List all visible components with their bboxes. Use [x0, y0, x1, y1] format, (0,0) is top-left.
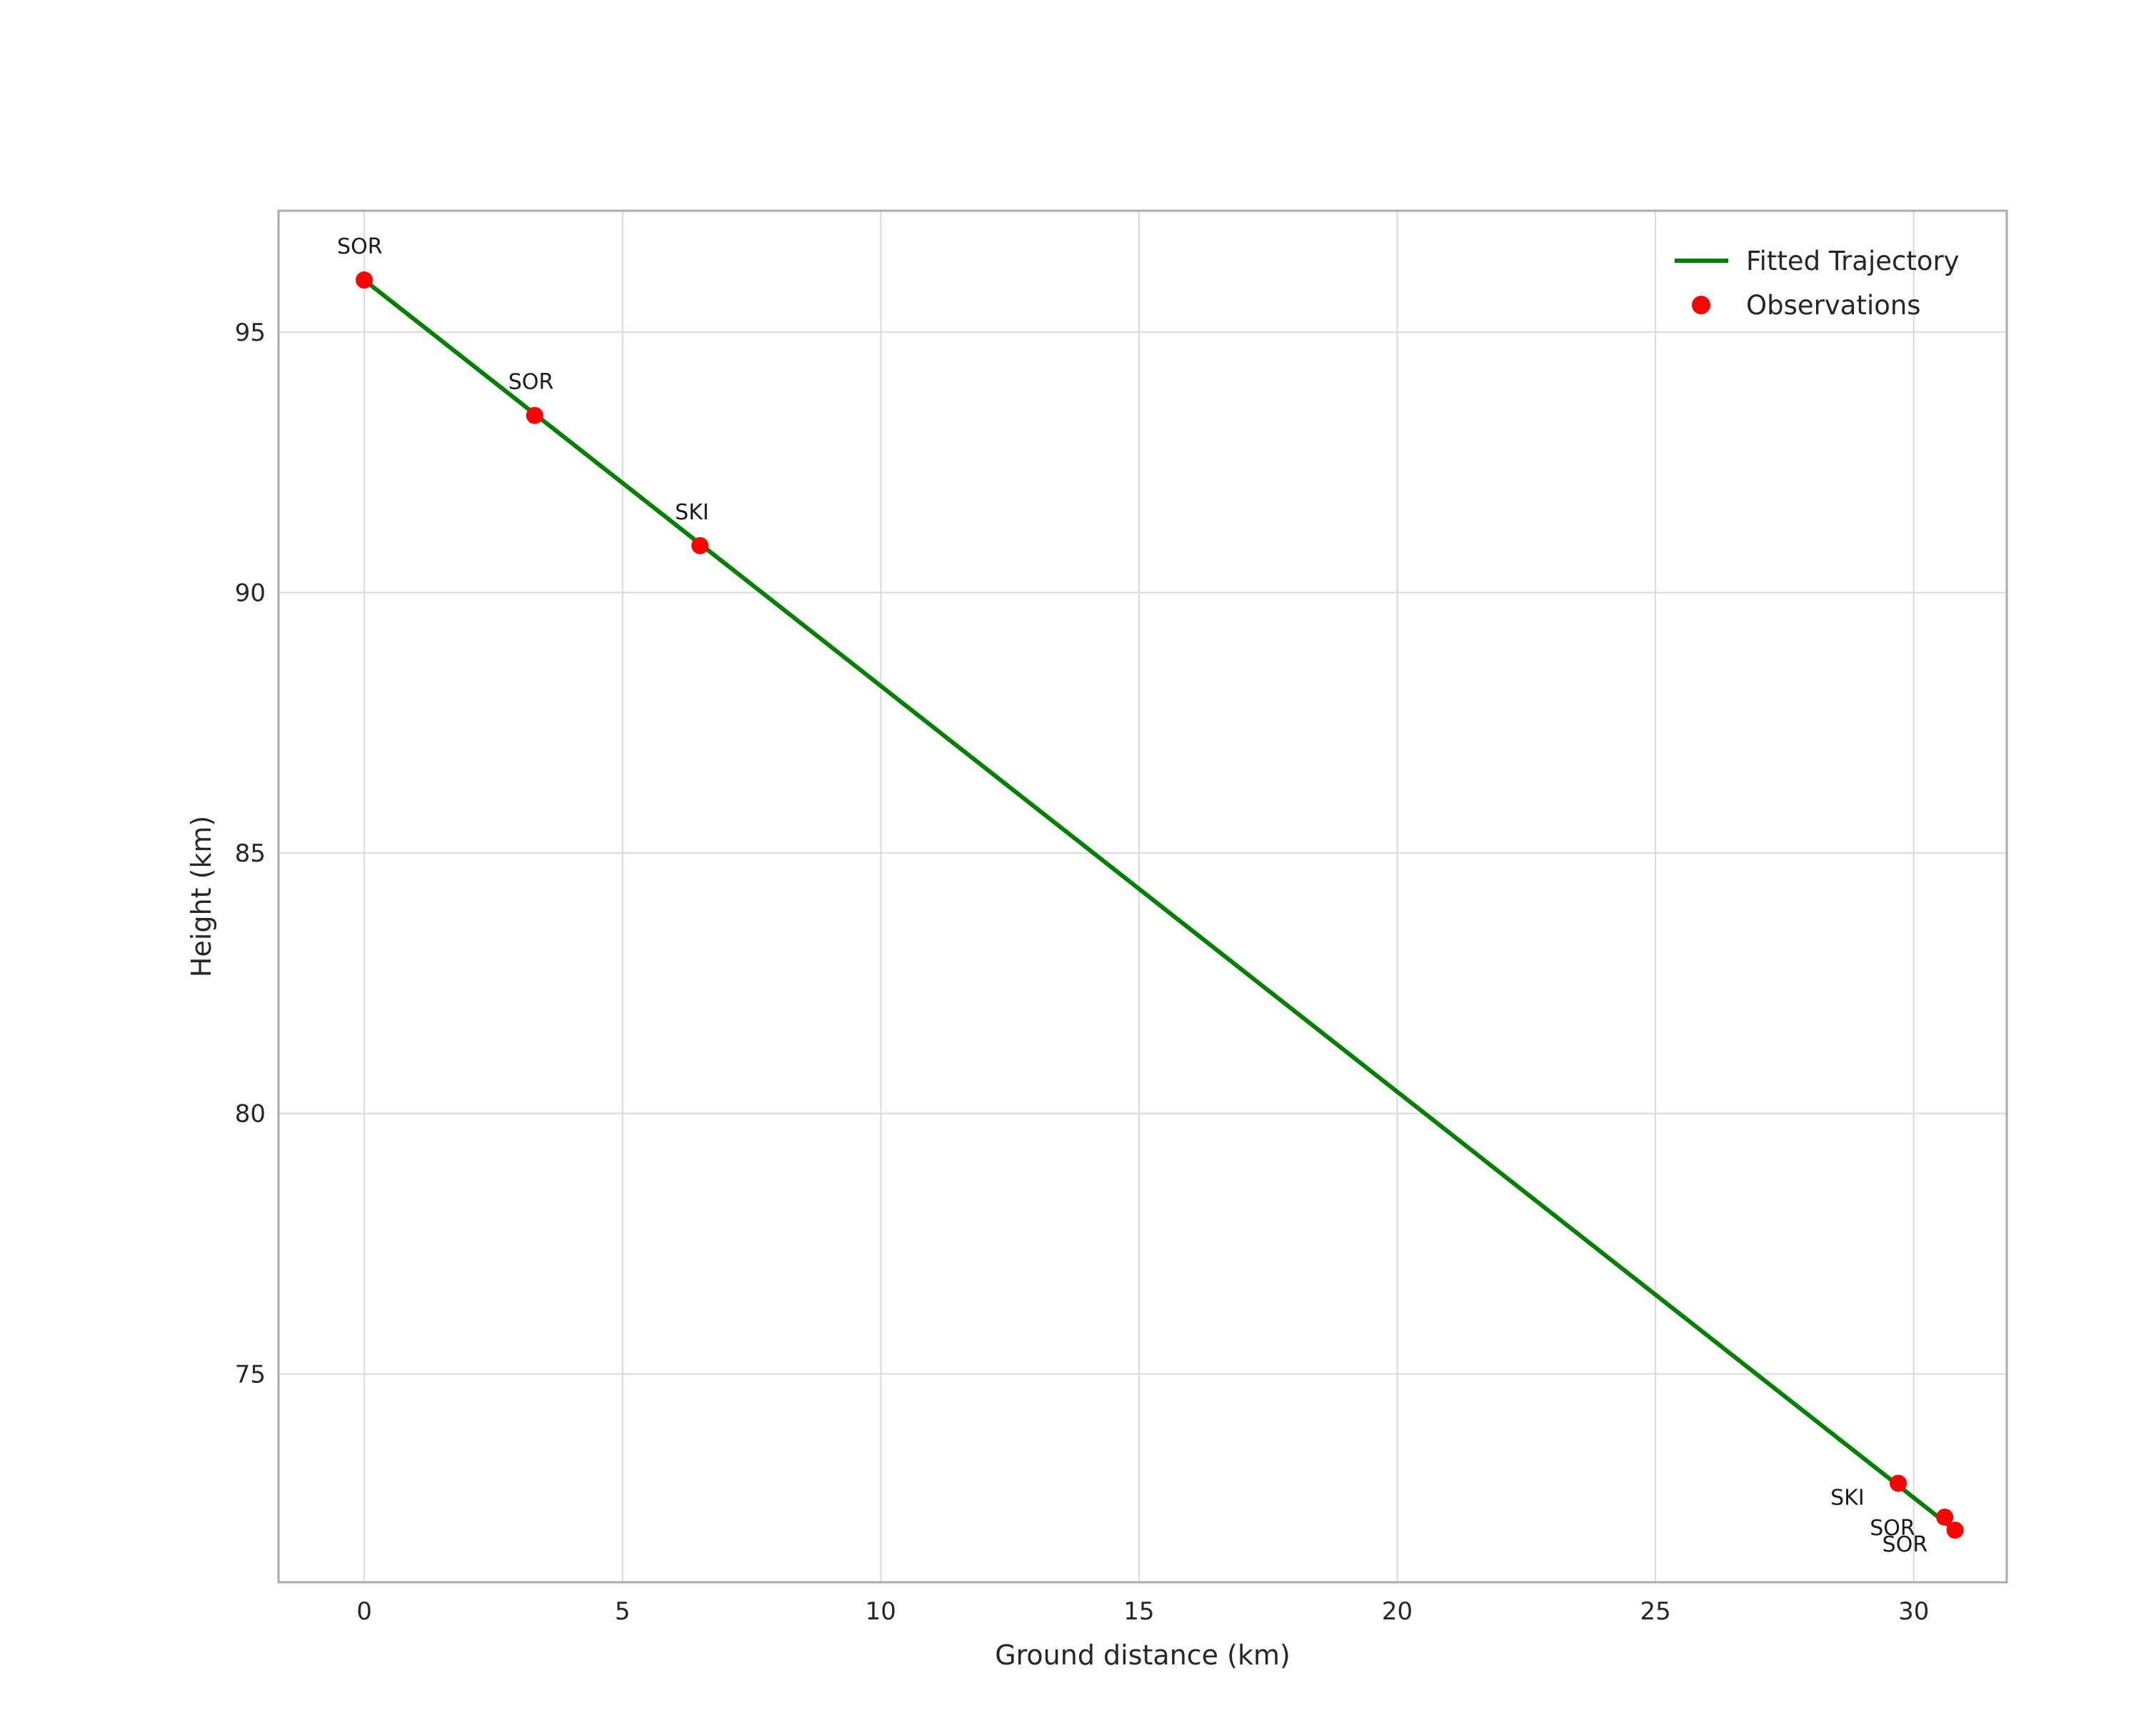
observation-point [1890, 1474, 1907, 1492]
x-tick-label: 30 [1898, 1597, 1929, 1626]
point-annotation: SOR [337, 234, 383, 259]
x-tick-label: 5 [615, 1597, 631, 1626]
y-tick-label: 75 [235, 1360, 266, 1389]
observation-point [1936, 1508, 1954, 1526]
y-axis-label: Height (km) [186, 816, 217, 977]
legend-marker-sample [1692, 296, 1710, 314]
observation-point [526, 406, 543, 424]
point-annotation: SOR [1882, 1532, 1928, 1557]
x-tick-label: 10 [866, 1597, 896, 1626]
x-tick-label: 20 [1382, 1597, 1413, 1626]
legend-label: Fitted Trajectory [1746, 246, 1960, 276]
fitted-trajectory-line [362, 277, 1957, 1533]
observation-point [1946, 1522, 1964, 1539]
point-annotation: SKI [1830, 1485, 1865, 1510]
observation-point [356, 271, 373, 289]
legend-label: Observations [1746, 290, 1921, 321]
point-annotation: SOR [1870, 1516, 1915, 1541]
observation-point [691, 536, 709, 554]
point-annotation: SOR [508, 370, 554, 395]
y-tick-label: 80 [235, 1100, 266, 1129]
y-tick-label: 95 [235, 319, 266, 347]
y-tick-label: 90 [235, 579, 266, 608]
x-tick-label: 0 [356, 1597, 372, 1626]
x-tick-label: 25 [1640, 1597, 1671, 1626]
x-axis-label: Ground distance (km) [995, 1639, 1290, 1671]
y-tick-label: 85 [235, 839, 266, 868]
point-annotation: SKI [675, 500, 709, 525]
plot-border [277, 209, 2008, 1584]
x-tick-label: 15 [1123, 1597, 1154, 1626]
